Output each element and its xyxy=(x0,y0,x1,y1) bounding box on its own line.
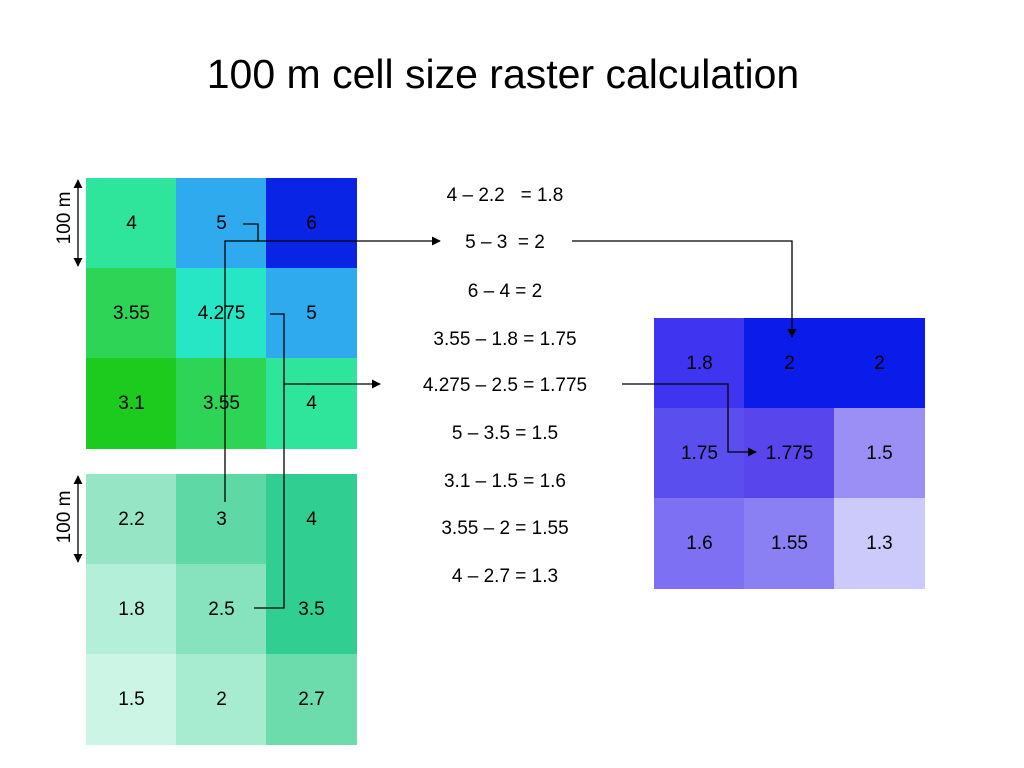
equation: 4 – 2.2 = 1.8 xyxy=(446,185,564,206)
result-raster-cell: 1.775 xyxy=(744,408,835,499)
top-raster-cell: 6 xyxy=(266,178,357,269)
bottom-raster-cell: 2.5 xyxy=(176,564,267,655)
bottom-raster-cell: 3 xyxy=(176,474,267,565)
equation: 5 – 3.5 = 1.5 xyxy=(451,423,559,444)
result-raster-cell: 1.75 xyxy=(654,408,745,499)
bottom-raster-cell: 2 xyxy=(176,654,267,745)
top-raster-cell: 4 xyxy=(266,358,357,449)
scale-label-bottom: 100 m xyxy=(54,490,75,544)
result-raster-cell: 1.3 xyxy=(834,498,925,589)
equation: 4.275 – 2.5 = 1.775 xyxy=(422,375,588,396)
top-raster-cell: 3.1 xyxy=(86,358,177,449)
bottom-raster-cell: 1.8 xyxy=(86,564,177,655)
result-raster-cell: 1.5 xyxy=(834,408,925,499)
bottom-raster-cell: 4 xyxy=(266,474,357,565)
equation: 5 – 3 = 2 xyxy=(465,232,545,253)
equation: 3.55 – 2 = 1.55 xyxy=(441,518,569,539)
bottom-raster-cell: 2.2 xyxy=(86,474,177,565)
bottom-raster-cell: 3.5 xyxy=(266,564,357,655)
top-input-raster: 4 5 6 3.55 4.275 5 3.1 3.55 4 xyxy=(86,178,357,449)
result-raster-cell: 2 xyxy=(834,318,925,409)
bottom-raster-cell: 2.7 xyxy=(266,654,357,745)
top-raster-cell: 3.55 xyxy=(86,268,177,359)
bottom-raster-cell: 1.5 xyxy=(86,654,177,745)
result-raster-cell: 1.8 xyxy=(654,318,745,409)
equation: 3.1 – 1.5 = 1.6 xyxy=(443,471,566,492)
bottom-input-raster: 2.2 3 4 1.8 2.5 3.5 1.5 2 2.7 xyxy=(86,474,357,745)
slide-title: 100 m cell size raster calculation xyxy=(206,51,800,97)
result-raster: 1.8 2 2 1.75 1.775 1.5 1.6 1.55 1.3 xyxy=(654,318,925,589)
equation-list: 4 – 2.2 = 1.8 5 – 3 = 2 6 – 4 = 2 3.55 –… xyxy=(380,178,630,598)
result-raster-cell: 1.55 xyxy=(744,498,835,589)
equation: 6 – 4 = 2 xyxy=(467,281,543,302)
top-raster-cell: 3.55 xyxy=(176,358,267,449)
top-raster-cell: 4.275 xyxy=(176,268,267,359)
equation: 4 – 2.7 = 1.3 xyxy=(451,566,559,587)
scale-label-top: 100 m xyxy=(54,191,75,245)
result-raster-cell: 2 xyxy=(744,318,835,409)
top-raster-cell: 5 xyxy=(266,268,357,359)
equation: 3.55 – 1.8 = 1.75 xyxy=(433,329,577,350)
top-raster-cell: 4 xyxy=(86,178,177,269)
result-raster-cell: 1.6 xyxy=(654,498,745,589)
top-raster-cell: 5 xyxy=(176,178,267,269)
